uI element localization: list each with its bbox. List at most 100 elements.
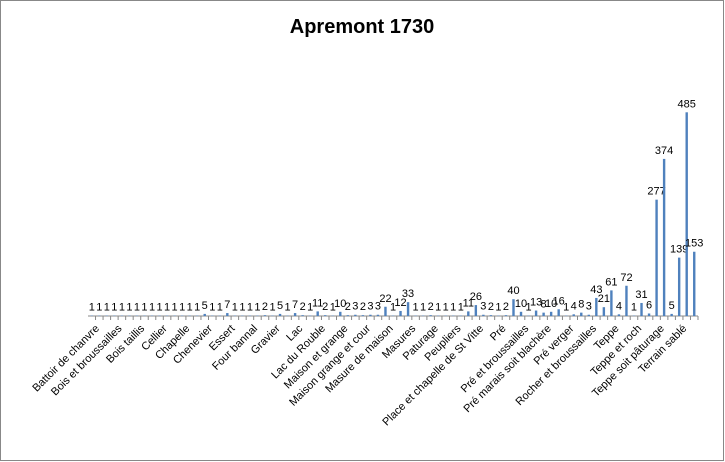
data-label: 11	[312, 297, 323, 309]
data-label: 16	[553, 295, 565, 307]
bar	[587, 314, 591, 316]
data-label: 22	[379, 293, 391, 305]
bar	[263, 315, 267, 316]
data-label: 2	[488, 301, 494, 313]
bar	[429, 315, 432, 316]
data-label: 1	[111, 302, 117, 314]
data-label: 6	[646, 299, 652, 311]
bar	[324, 315, 327, 316]
data-label: 1	[435, 302, 441, 314]
bar	[203, 313, 206, 316]
data-label: 1	[179, 302, 185, 314]
data-label: 1	[413, 302, 419, 314]
data-label: 2	[428, 301, 434, 313]
data-label: 485	[678, 98, 696, 110]
data-label: 21	[598, 293, 610, 305]
data-label: 277	[647, 186, 665, 198]
bar	[512, 299, 515, 316]
bar	[625, 285, 628, 316]
bar	[542, 312, 545, 316]
data-label: 10	[545, 298, 557, 310]
data-label: 4	[571, 300, 577, 312]
bar	[685, 112, 688, 316]
data-label: 3	[352, 301, 358, 313]
data-label: 1	[134, 302, 140, 314]
data-label: 26	[470, 291, 482, 303]
data-label: 1	[330, 302, 336, 314]
data-label: 1	[164, 302, 170, 314]
data-label: 1	[247, 302, 253, 314]
data-label: 1	[172, 302, 178, 314]
bar	[595, 297, 598, 316]
bar	[534, 310, 538, 316]
bar	[278, 313, 282, 316]
bar	[580, 312, 583, 316]
data-label: 1	[217, 302, 223, 314]
data-label: 1	[269, 302, 275, 314]
data-label: 1	[194, 302, 200, 314]
bar	[361, 315, 365, 316]
data-label: 1	[563, 302, 569, 314]
data-label: 1	[126, 302, 132, 314]
data-label: 2	[300, 301, 306, 313]
data-label: 374	[655, 145, 673, 157]
data-label: 8	[578, 299, 584, 311]
data-label: 1	[458, 302, 464, 314]
bar	[677, 257, 681, 316]
data-label: 3	[375, 301, 381, 313]
data-label: 5	[202, 300, 208, 312]
data-label: 1	[307, 302, 313, 314]
bar	[399, 310, 402, 316]
bar	[226, 313, 229, 316]
bar	[655, 199, 658, 316]
data-label: 31	[635, 289, 647, 301]
bar	[474, 305, 478, 316]
bar	[610, 290, 613, 316]
data-label: 10	[515, 298, 527, 310]
data-label: 1	[443, 302, 449, 314]
data-label: 1	[141, 302, 147, 314]
data-label: 1	[119, 302, 125, 314]
data-label: 8	[541, 299, 547, 311]
data-label: 1	[149, 302, 155, 314]
data-label: 40	[507, 285, 519, 297]
bar	[647, 313, 651, 316]
data-label: 1	[254, 302, 260, 314]
bar	[557, 309, 560, 316]
data-label: 2	[360, 301, 366, 313]
data-label: 3	[480, 301, 486, 313]
data-label: 12	[394, 297, 406, 309]
bar	[504, 315, 508, 316]
data-label: 1	[187, 302, 193, 314]
data-label: 7	[224, 299, 230, 311]
data-label: 1	[285, 302, 291, 314]
bar	[670, 313, 673, 316]
data-label: 3	[367, 301, 373, 313]
data-label: 5	[277, 300, 283, 312]
bar	[293, 313, 297, 316]
data-label: 1	[450, 302, 456, 314]
bar	[301, 315, 304, 316]
data-label: 1	[156, 302, 162, 314]
bar	[316, 311, 319, 316]
data-label: 43	[590, 284, 602, 296]
data-label: 2	[322, 301, 328, 313]
data-label: 153	[685, 238, 703, 250]
bar	[467, 311, 470, 316]
bar	[384, 306, 387, 316]
data-label: 1	[232, 302, 238, 314]
data-label: 1	[420, 302, 426, 314]
bar	[640, 302, 643, 316]
data-label: 2	[262, 301, 268, 313]
bar	[572, 314, 575, 316]
data-label: 72	[620, 272, 632, 284]
data-label: 61	[605, 276, 617, 288]
bar	[617, 314, 621, 316]
bar	[693, 251, 696, 316]
bar	[339, 311, 342, 316]
bar	[489, 315, 493, 316]
bar	[346, 315, 350, 316]
bar	[549, 311, 553, 316]
data-label: 139	[670, 244, 688, 256]
data-label: 1	[209, 302, 215, 314]
